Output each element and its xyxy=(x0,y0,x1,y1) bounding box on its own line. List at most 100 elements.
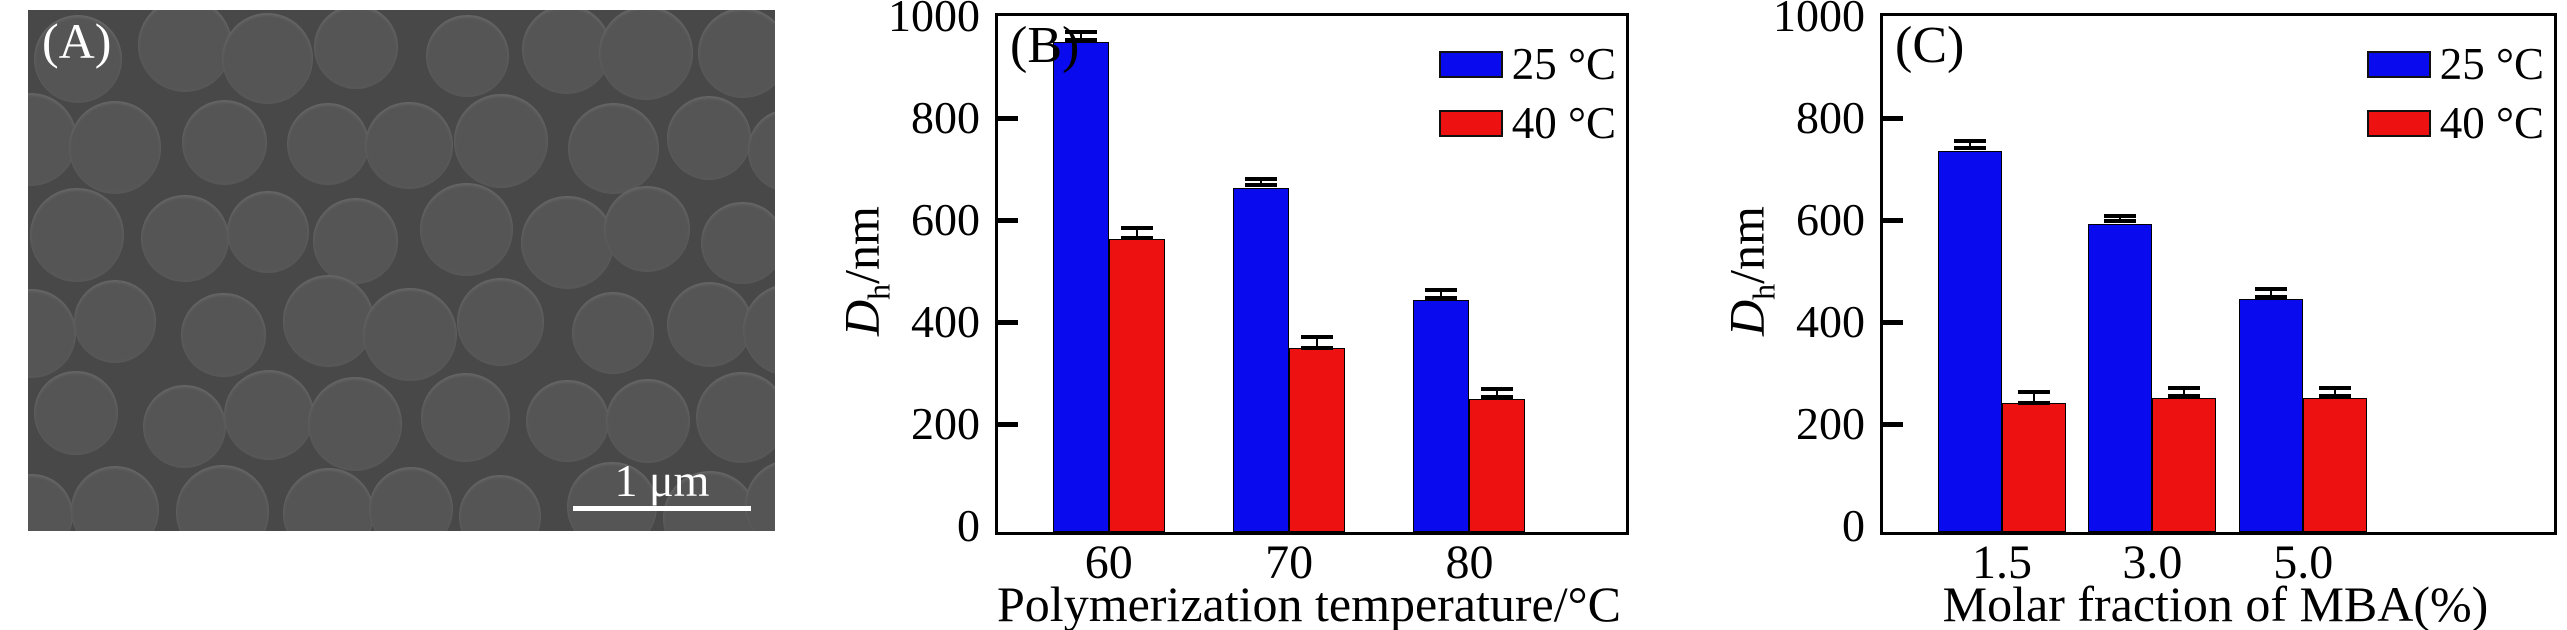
sem-particle xyxy=(743,283,775,376)
sem-particle xyxy=(368,466,453,531)
error-bar xyxy=(2033,392,2036,403)
y-axis-tick-label: 200 xyxy=(911,398,980,449)
error-bar xyxy=(1135,227,1138,238)
y-axis-tick xyxy=(998,115,1018,121)
x-axis-title-b: Polymerization temperature/°C xyxy=(997,576,1621,630)
y-axis-tick xyxy=(1883,217,1903,223)
bar-c-5.0-40c xyxy=(2303,398,2368,532)
error-bar-cap xyxy=(1954,145,1987,150)
error-bar-cap xyxy=(1245,176,1278,181)
bar-c-1.5-40c xyxy=(2002,403,2067,532)
bar-b-70-40c xyxy=(1289,348,1346,532)
sem-particle xyxy=(287,102,370,186)
error-bar-cap xyxy=(2104,219,2137,224)
error-bar-cap xyxy=(1064,30,1097,35)
legend-item: 25 °C xyxy=(1438,39,1616,89)
y-axis-unit-c: /nm xyxy=(1718,206,1775,284)
y-axis-tick-label: 200 xyxy=(1796,398,1865,449)
y-axis-tick xyxy=(998,319,1018,325)
legend-label: 25 °C xyxy=(2439,39,2544,89)
error-bar-cap xyxy=(1064,38,1097,43)
panel-c-label: (C) xyxy=(1895,17,1965,74)
x-axis-category-label: 80 xyxy=(1445,536,1494,589)
plot-area-c: (C) 25 °C 40 °C xyxy=(1880,13,2557,535)
sem-particle xyxy=(283,468,375,531)
y-axis-tick-label: 600 xyxy=(1796,194,1865,245)
bar-c-3.0-40c xyxy=(2152,398,2217,532)
sem-particle xyxy=(313,10,398,89)
sem-particle xyxy=(747,109,775,192)
sem-particle xyxy=(667,96,752,181)
sem-particle xyxy=(522,10,612,95)
sem-particle xyxy=(227,191,310,274)
sem-particle xyxy=(308,377,403,472)
y-axis-tick-label: 1000 xyxy=(888,0,980,41)
y-axis-tick xyxy=(998,421,1018,427)
bar-b-80-40c xyxy=(1469,399,1526,532)
error-bar xyxy=(2119,215,2122,221)
sem-particle xyxy=(421,372,511,463)
scale-bar-line xyxy=(573,506,751,511)
legend-swatch xyxy=(2366,51,2431,78)
sem-particle xyxy=(698,10,775,98)
bar-c-5.0-25c xyxy=(2239,298,2304,532)
y-axis-unit-b: /nm xyxy=(833,206,890,284)
sem-particle xyxy=(141,194,229,282)
error-bar-cap xyxy=(1425,296,1458,301)
error-bar-cap xyxy=(1301,345,1334,350)
y-axis-subscript-b: h xyxy=(860,283,897,300)
error-bar xyxy=(2270,288,2273,297)
plot-area-b: (B) 25 °C 40 °C xyxy=(995,13,1629,535)
panel-a-label: (A) xyxy=(42,13,112,69)
x-axis-title-c: Molar fraction of MBA(%) xyxy=(1942,576,2489,630)
error-bar-cap xyxy=(1301,335,1334,340)
sem-particle xyxy=(30,188,124,282)
y-axis-title-b: Dh/nm xyxy=(833,206,904,336)
error-bar-cap xyxy=(1481,387,1514,392)
error-bar-cap xyxy=(2018,390,2051,395)
sem-particle xyxy=(567,102,660,195)
bar-b-70-25c xyxy=(1233,187,1290,532)
y-axis-tick xyxy=(1883,115,1903,121)
error-bar-cap xyxy=(2255,295,2288,299)
sem-particle xyxy=(420,183,513,277)
sem-particle xyxy=(362,287,457,382)
error-bar-cap xyxy=(2319,394,2352,399)
error-bar xyxy=(1079,32,1082,41)
error-bar-cap xyxy=(2168,386,2201,391)
error-bar xyxy=(1260,178,1263,185)
error-bar-cap xyxy=(2018,400,2051,405)
sem-particle xyxy=(282,275,375,367)
sem-particle xyxy=(604,186,690,272)
y-axis-tick-label: 0 xyxy=(1842,500,1865,551)
x-axis-category-label: 70 xyxy=(1265,536,1314,589)
error-bar-cap xyxy=(1120,225,1153,230)
bar-b-60-25c xyxy=(1052,42,1109,532)
y-axis-tick-label: 400 xyxy=(911,296,980,347)
sem-particle xyxy=(175,465,270,531)
y-axis-subscript-c: h xyxy=(1745,283,1782,300)
sem-particle xyxy=(34,371,118,455)
legend-label: 25 °C xyxy=(1511,39,1616,89)
sem-particle xyxy=(224,369,314,460)
sem-particle xyxy=(526,379,610,463)
sem-particle xyxy=(365,101,453,190)
bar-b-80-25c xyxy=(1413,299,1470,532)
y-axis-tick-label: 800 xyxy=(911,92,980,143)
sem-particle xyxy=(312,198,399,285)
sem-particle xyxy=(138,10,232,93)
error-bar-cap xyxy=(1481,395,1514,400)
y-axis-tick-label: 600 xyxy=(911,194,980,245)
legend-swatch xyxy=(1438,110,1503,137)
error-bar-cap xyxy=(2104,213,2137,218)
sem-particle xyxy=(667,282,753,368)
legend-c: 25 °C 40 °C xyxy=(2366,39,2544,160)
sem-particle xyxy=(454,93,548,188)
legend-swatch xyxy=(2366,110,2431,137)
error-bar-cap xyxy=(1425,287,1458,292)
error-bar-cap xyxy=(2319,386,2352,391)
legend-swatch xyxy=(1438,51,1503,78)
sem-particle xyxy=(456,278,545,366)
sem-particle xyxy=(221,12,313,104)
